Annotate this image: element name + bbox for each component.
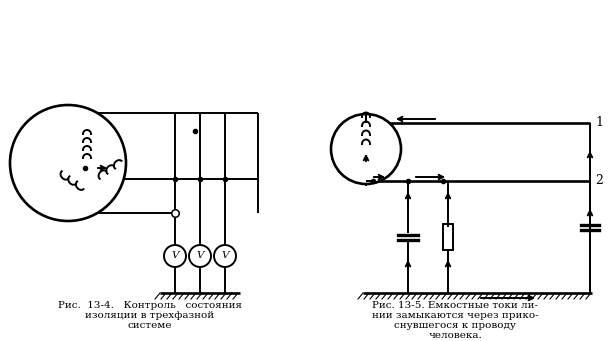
Circle shape [189, 245, 211, 267]
Text: снувшегося к проводу: снувшегося к проводу [394, 321, 516, 330]
Text: Рис.  13-4.   Контроль   состояния: Рис. 13-4. Контроль состояния [58, 301, 242, 310]
Text: Рис. 13-5. Емкостные токи ли-: Рис. 13-5. Емкостные токи ли- [372, 301, 538, 310]
Text: 1: 1 [595, 117, 603, 130]
Circle shape [214, 245, 236, 267]
Text: V: V [196, 252, 204, 261]
Circle shape [331, 114, 401, 184]
Text: нии замыкаются через прико-: нии замыкаются через прико- [371, 311, 538, 320]
Text: изоляции в трехфазной: изоляции в трехфазной [85, 311, 215, 320]
Text: V: V [221, 252, 229, 261]
Bar [443, 224, 453, 250]
Circle shape [164, 245, 186, 267]
Text: системе: системе [128, 321, 172, 330]
Circle shape [10, 105, 126, 221]
Text: V: V [171, 252, 179, 261]
Text: 2: 2 [595, 175, 603, 188]
Text: человека.: человека. [428, 331, 482, 340]
